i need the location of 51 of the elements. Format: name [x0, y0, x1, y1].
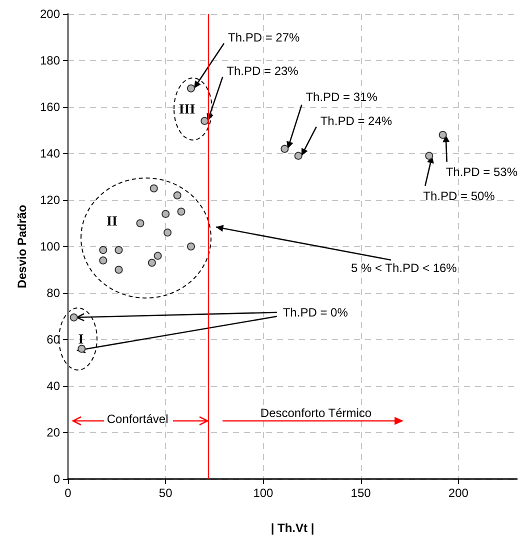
y-tick-label: 180 [40, 54, 60, 68]
point [99, 246, 108, 254]
point [114, 266, 123, 274]
y-tick-label: 60 [46, 332, 60, 346]
point [150, 184, 158, 192]
y-tick-label: 0 [53, 472, 60, 486]
annotation: Th.PD = 50% [423, 188, 496, 203]
annotation: Th.PD = 53% [446, 164, 518, 179]
point [280, 144, 289, 153]
y-axis-title: Desvio Padrão [15, 204, 29, 288]
point [186, 242, 195, 250]
y-tick-label: 120 [40, 193, 60, 207]
x-tick-label: 200 [448, 486, 469, 500]
point [200, 116, 209, 125]
annotation: Th.PD = 24% [320, 114, 392, 128]
point [164, 228, 172, 237]
x-tick-label: 50 [158, 486, 173, 500]
point [162, 210, 170, 218]
annotation: I [78, 332, 84, 348]
annotation: Desconforto Térmico [260, 406, 372, 420]
point [136, 219, 144, 228]
point [425, 152, 434, 160]
annotation: III [178, 102, 196, 118]
y-tick-label: 160 [40, 100, 60, 114]
point [173, 191, 182, 200]
x-tick-label: 150 [350, 486, 372, 500]
point [177, 208, 186, 216]
annotation: Th.PD = 27% [228, 30, 300, 44]
x-tick-label: 100 [253, 486, 274, 500]
annotation: II [106, 214, 118, 230]
point [99, 256, 108, 264]
point [154, 252, 162, 260]
y-tick-label: 20 [46, 426, 60, 440]
x-tick-label: 0 [64, 486, 72, 500]
x-axis-title: | Th.Vt | [270, 521, 314, 535]
annotation: Th.PD = 0% [282, 305, 348, 320]
y-tick-label: 100 [40, 240, 60, 254]
y-tick-label: 80 [46, 286, 60, 300]
point [294, 152, 302, 160]
point [148, 258, 156, 267]
y-tick-label: 140 [40, 146, 60, 160]
annotation: Th.PD = 31% [306, 90, 378, 104]
point [70, 313, 78, 322]
point [186, 84, 195, 92]
point [438, 130, 447, 139]
annotation: Th.PD = 23% [226, 64, 299, 78]
annotation: Confortável [106, 412, 168, 426]
annotation: 5 % < Th.PD < 16% [351, 261, 458, 275]
y-tick-label: 40 [46, 379, 60, 393]
y-tick-label: 200 [40, 7, 60, 21]
point [114, 246, 123, 254]
